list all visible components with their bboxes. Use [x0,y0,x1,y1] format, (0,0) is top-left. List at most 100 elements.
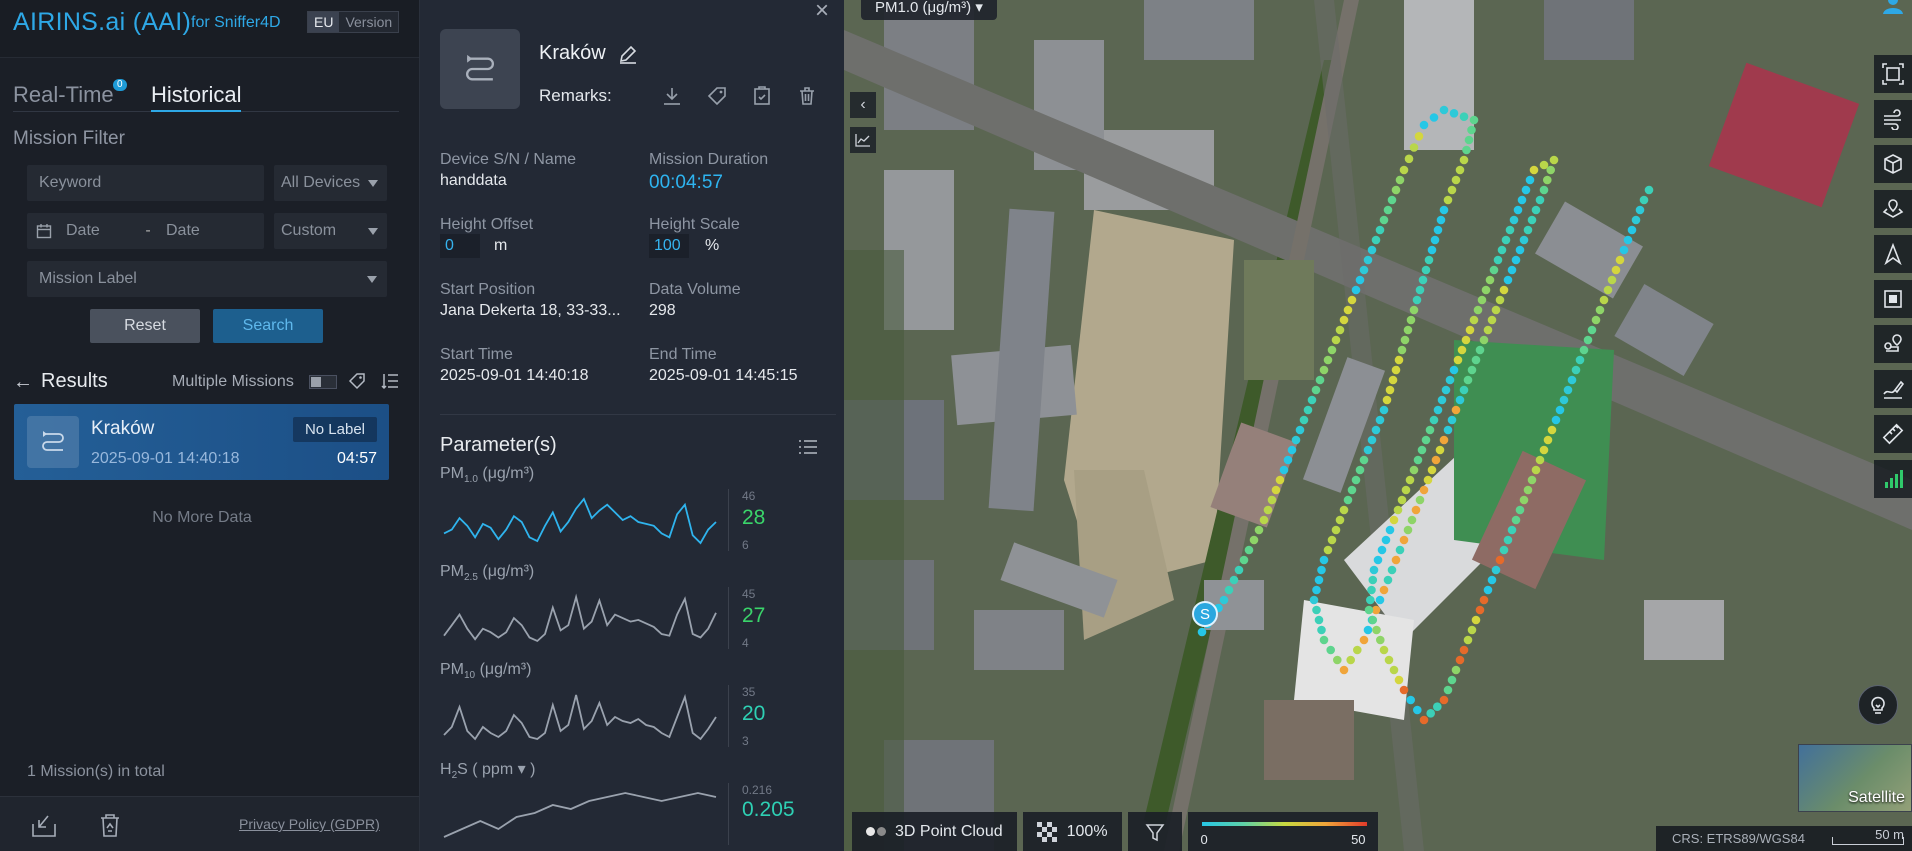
square-mask-icon[interactable] [1874,280,1912,318]
region-switch[interactable]: EU Version [307,11,400,33]
fit-extent-button[interactable] [1874,55,1912,93]
track-point [1403,525,1413,535]
track-point [1382,395,1392,405]
recycle-bin-icon[interactable] [97,812,123,838]
track-point [1525,175,1535,185]
chart-icon[interactable] [850,127,876,153]
track-point [1619,245,1629,255]
track-point [1375,595,1385,605]
region-eu[interactable]: EU [308,12,340,32]
route-pin-icon[interactable] [1874,325,1912,363]
3d-cube-icon[interactable] [1874,145,1912,183]
filter-button[interactable] [1127,812,1182,851]
tag-icon[interactable] [348,372,366,390]
device-select[interactable]: All Devices [274,165,387,201]
brand-subtitle: for Sniffer4D [191,14,281,31]
parameter-list-icon[interactable] [798,438,818,456]
import-icon[interactable] [31,812,57,838]
track-point [1457,345,1467,355]
track-point [1419,120,1429,130]
lightbulb-icon[interactable] [1858,685,1898,725]
tab-realtime[interactable]: Real-Time 0 [13,79,127,108]
track-point [1367,435,1377,445]
param-sparkline[interactable] [440,685,720,747]
date-preset-select[interactable]: Custom [274,213,387,249]
wind-icon[interactable] [1874,100,1912,138]
date-range-picker[interactable]: Date - Date [27,213,264,249]
map-view[interactable]: S PM1.0 (μg/m³) ▾ ‹ Satellite CRS: ETRS8… [844,0,1912,851]
start-position-key: Start Position [440,281,536,298]
track-point [1311,385,1321,395]
sparkline-path [443,593,717,643]
basemap-switch[interactable]: Satellite [1798,744,1912,812]
color-legend[interactable]: 0 50 [1187,812,1378,851]
track-point [1563,385,1573,395]
param-sub: 2 [451,770,458,782]
track-point [1644,185,1654,195]
track-point [1375,225,1385,235]
tab-historical[interactable]: Historical [151,82,242,112]
height-offset-input[interactable]: 0 [440,234,480,258]
track-point [1441,385,1451,395]
track-point [1451,665,1461,675]
track-point [1312,605,1321,615]
start-marker[interactable]: S [1192,601,1218,627]
layers-location-icon[interactable] [1874,190,1912,228]
track-point [1283,455,1293,465]
map-parameter-select[interactable]: PM1.0 (μg/m³) ▾ [861,0,997,20]
measure-draw-icon[interactable] [1874,370,1912,408]
track-point [1385,385,1395,395]
mission-card-label[interactable]: No Label [292,417,377,442]
track-point [1433,405,1443,415]
user-icon[interactable] [1882,0,1904,14]
track-point [1539,445,1549,455]
param-sparkline[interactable] [440,783,720,845]
reset-button[interactable]: Reset [90,309,200,343]
height-offset-key: Height Offset [440,216,534,233]
mission-label-select[interactable]: Mission Label [27,261,387,297]
collapse-panel-button[interactable]: ‹ [850,92,876,118]
track-point [1527,475,1537,485]
privacy-policy-link[interactable]: Privacy Policy (GDPR) [239,816,380,832]
date-to-field[interactable]: Date [166,222,200,239]
signal-bars-icon[interactable] [1874,460,1912,498]
track-point [1406,695,1415,705]
track-point [1481,285,1491,295]
track-point [1363,445,1373,455]
tag-icon[interactable] [707,86,727,106]
search-button[interactable]: Search [213,309,323,343]
track-point [1219,595,1229,605]
edit-pencil-icon[interactable] [617,43,639,65]
track-point [1249,535,1259,545]
param-sub: 1.0 [464,474,478,486]
track-point [1415,495,1425,505]
track-point [1429,415,1439,425]
point-cloud-toggle[interactable]: 3D Point Cloud [852,812,1017,851]
crs-label: CRS: ETRS89/WGS84 [1656,826,1912,851]
download-icon[interactable] [662,86,682,106]
param-sparkline[interactable] [440,489,720,551]
track-point [1529,165,1539,175]
track-point [1559,395,1569,405]
keyword-input[interactable]: Keyword [27,165,264,201]
track-point [1312,585,1321,595]
version-label[interactable]: Version [339,12,399,32]
height-scale-input[interactable]: 100 [649,234,689,258]
back-arrow-icon[interactable]: ← [13,371,33,393]
track-point [1505,225,1515,235]
opacity-control[interactable]: 100% [1022,812,1122,851]
mission-card[interactable]: Kraków 2025-09-01 14:40:18 No Label 04:5… [14,404,389,480]
sort-list-icon[interactable] [381,372,399,390]
export-report-icon[interactable] [752,86,772,106]
ruler-icon[interactable] [1874,415,1912,453]
close-icon[interactable]: × [815,0,830,24]
multiple-missions-toggle[interactable] [309,375,337,389]
date-from-field[interactable]: Date [66,222,100,239]
sidebar-footer: Privacy Policy (GDPR) [0,796,419,851]
param-sparkline[interactable] [440,587,720,649]
north-arrow-icon[interactable] [1874,235,1912,273]
delete-icon[interactable] [797,86,817,106]
track-point [1443,425,1453,435]
mission-detail-panel: Kraków Remarks: Device S/N / Name handda… [419,0,844,851]
param-label: H2S ( ppm ▾ ) [440,759,535,781]
